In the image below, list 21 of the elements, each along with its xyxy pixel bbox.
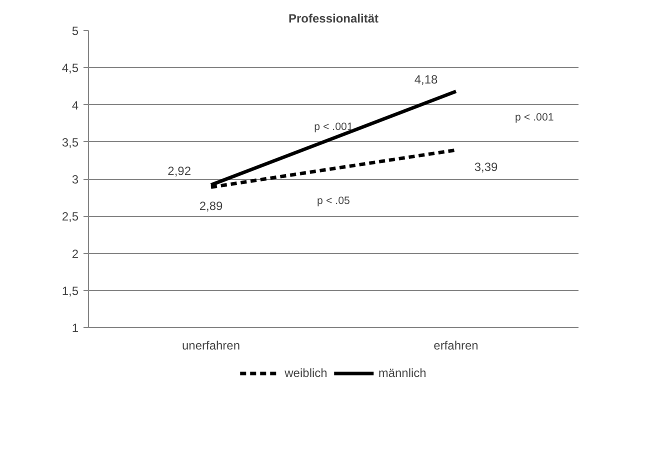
x-tick-label: unerfahren [182,338,240,352]
y-tick-label: 1 [72,321,79,335]
chart-title: Professionalität [288,12,379,26]
annotation: p < .05 [317,195,350,208]
annotation: p < .001 [514,111,554,124]
y-tick-label: 3 [72,172,79,186]
y-tick-label: 1,5 [62,284,79,298]
legend-label: männlich [378,366,426,380]
data-label: 2,89 [199,199,224,214]
data-label: 3,39 [474,160,498,174]
y-tick-label: 2 [72,246,79,261]
annotation: p < .001 [314,120,353,133]
data-label: 2,92 [168,164,192,178]
x-tick-label: erfahren [434,338,478,352]
legend-label: weiblich [284,366,328,380]
y-tick-label: 2,5 [62,210,79,224]
y-tick-label: 3,5 [62,135,79,150]
data-label: 4,18 [414,72,438,86]
y-tick-label: 4,5 [62,61,79,76]
y-tick-label: 5 [72,24,79,38]
y-tick-label: 4 [72,98,79,112]
